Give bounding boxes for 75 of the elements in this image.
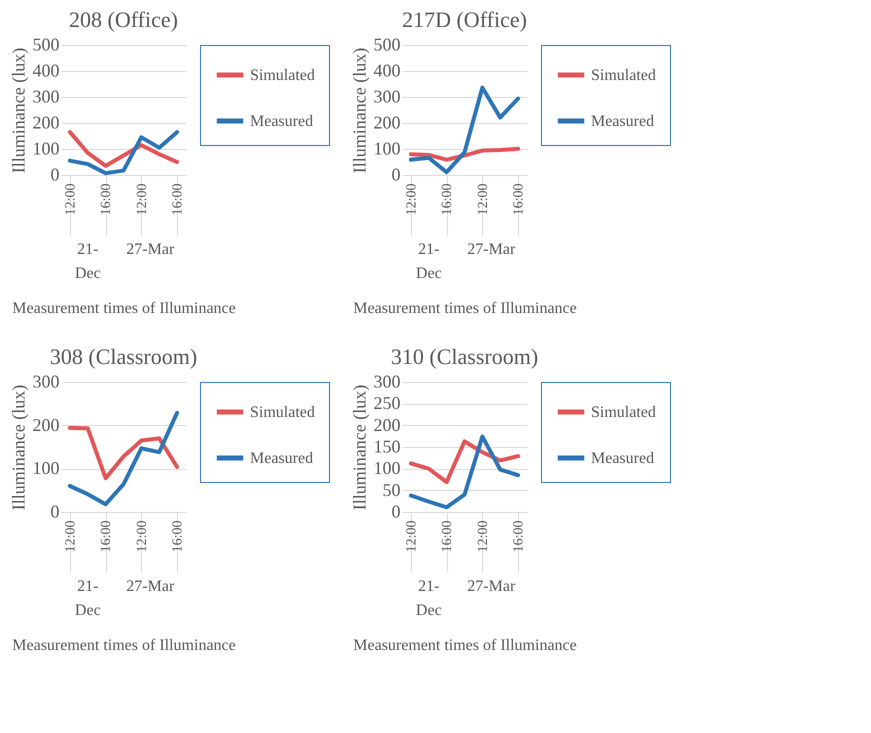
x-tick-label: 12:00 [63,184,78,216]
y-tick-label: 300 [374,86,400,106]
y-tick-label: 200 [374,414,400,435]
line-series [408,439,520,484]
x-tick-label: 12:00 [63,520,78,552]
x-tick-label: 16:00 [170,520,186,552]
y-axis-title: Illuminance (lux) [350,384,370,510]
text: 27-Mar [126,578,175,595]
line-series [408,146,520,162]
legend-label: Simulated [591,404,656,421]
legend-label: Measured [591,450,654,467]
x-tick-label: 16:00 [170,184,186,216]
y-tick-label: 50 [382,480,400,500]
chart-title: 308 (Classroom) [50,344,198,369]
x-tick-label: 16:00 [99,520,114,552]
x-tick-label: 12:00 [404,520,420,552]
text: 21-Dec [74,241,101,282]
y-tick-label: 0 [392,502,400,522]
y-tick-label: 250 [374,393,400,414]
y-tick-label: 500 [32,34,60,54]
text: 27-Mar [126,241,175,258]
text: 21-Dec [74,578,101,619]
x-tick-label: 16:00 [440,520,456,552]
line-series [68,426,180,480]
legend-label: Simulated [591,67,656,84]
y-tick-label: 200 [32,112,60,132]
y-tick-label: 0 [392,164,400,184]
x-tick-label: 12:00 [134,184,150,216]
text: 21-Dec [416,241,442,282]
y-tick-label: 400 [32,60,60,80]
y-tick-label: 300 [32,86,60,106]
x-tick-label: 16:00 [512,520,527,552]
chart-title: 217D (Office) [402,7,527,32]
legend-label: Measured [250,113,314,130]
text: 27-Mar [467,578,516,595]
x-axis-title: Measurement times of Illuminance [12,300,236,317]
y-tick-label: 0 [50,164,60,184]
text: 21-Dec [416,578,442,619]
x-tick-label: 12:00 [476,520,491,552]
y-tick-label: 150 [374,436,400,456]
y-tick-label: 100 [32,458,60,478]
line-series [68,130,180,168]
line-series [408,434,520,510]
x-tick-label: 12:00 [134,520,150,552]
line-series [68,410,180,506]
y-tick-label: 300 [374,372,400,392]
chart-title: 310 (Classroom) [390,344,538,369]
text: 27-Mar [467,241,516,258]
y-axis-title: Illuminance (lux) [8,384,28,510]
line-series [408,86,520,174]
line-series [68,130,180,176]
x-tick-label: 16:00 [512,184,527,216]
y-tick-label: 400 [374,60,400,80]
x-tick-label: 16:00 [99,184,114,216]
y-tick-label: 100 [374,458,400,478]
y-axis-title: Illuminance (lux) [8,48,28,174]
y-tick-label: 100 [32,138,60,158]
legend-label: Measured [250,450,314,467]
x-tick-label: 12:00 [404,184,420,216]
x-tick-label: 16:00 [440,184,456,216]
x-axis-title: Measurement times of Illuminance [353,300,577,317]
x-axis-title: Measurement times of Illuminance [12,637,236,654]
y-axis-title: Illuminance (lux) [350,48,370,174]
y-tick-label: 0 [50,502,60,522]
legend-label: Simulated [250,67,315,84]
chart-title: 208 (Office) [69,7,178,32]
x-axis-title: Measurement times of Illuminance [353,637,577,654]
y-tick-label: 200 [32,414,60,435]
legend-label: Simulated [250,404,315,421]
legend-label: Measured [591,113,654,130]
x-tick-label: 12:00 [476,184,491,216]
y-tick-label: 300 [32,372,60,392]
y-tick-label: 500 [374,34,400,54]
y-tick-label: 100 [374,138,400,158]
y-tick-label: 200 [374,112,400,132]
